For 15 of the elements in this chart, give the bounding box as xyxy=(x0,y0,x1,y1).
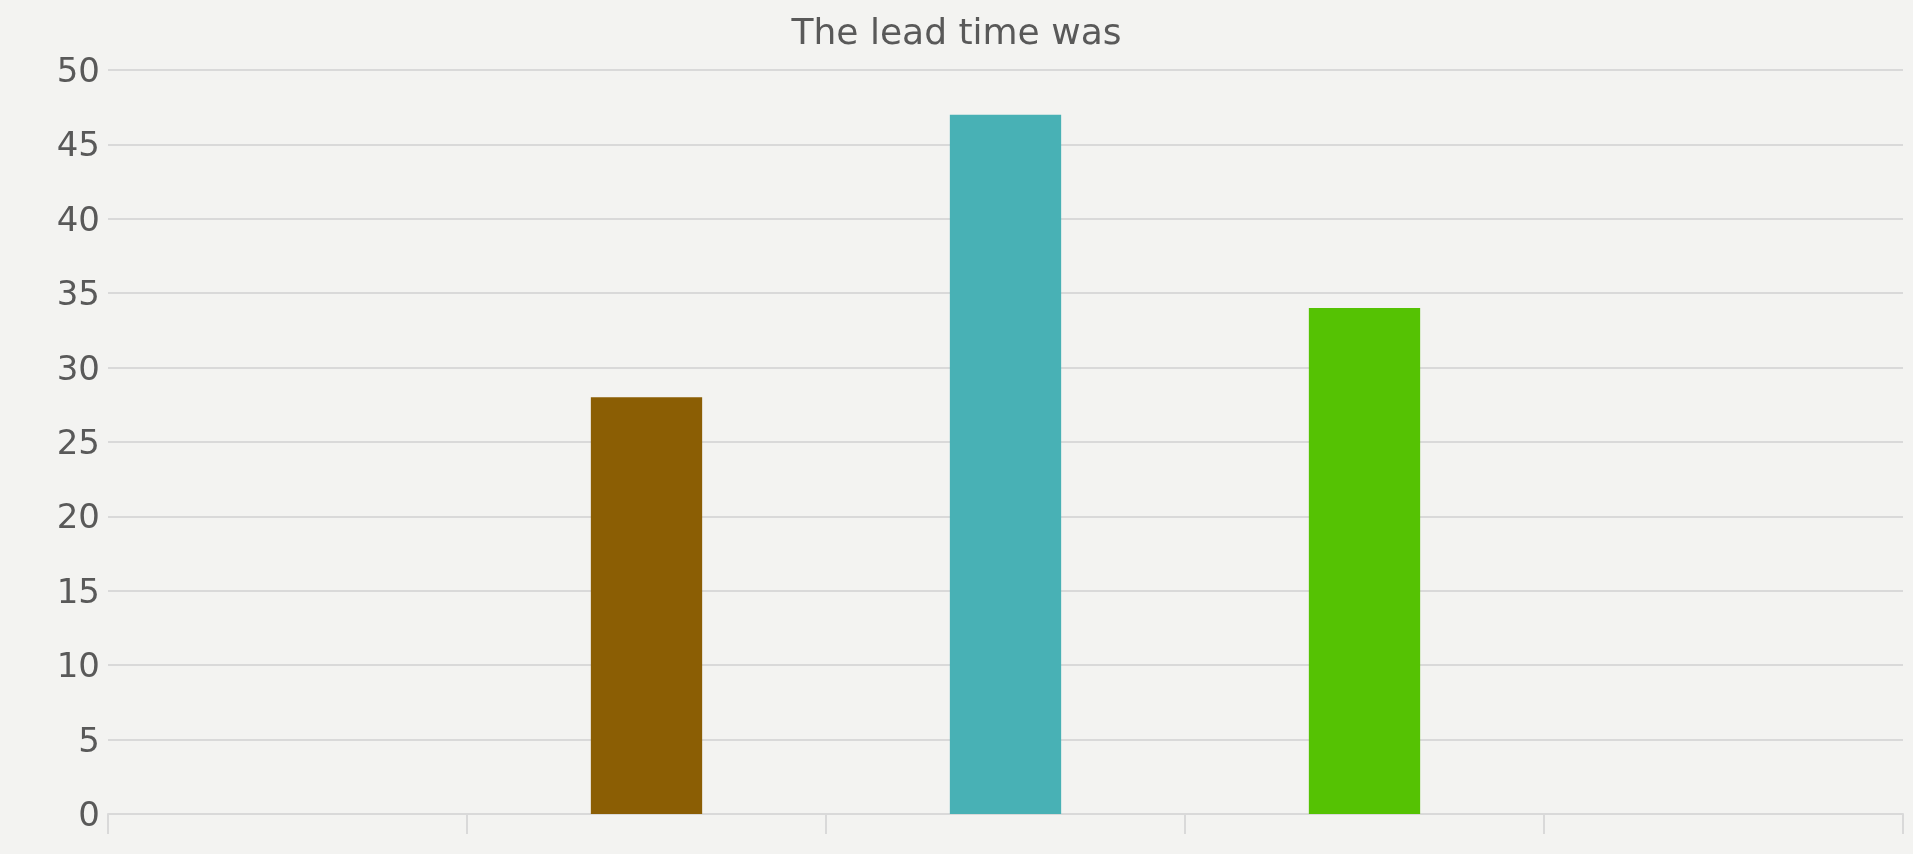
y-tick-label: 35 xyxy=(56,273,100,314)
chart-title: The lead time was xyxy=(790,10,1122,52)
y-tick-label: 20 xyxy=(56,496,100,537)
y-tick-label: 30 xyxy=(56,347,100,388)
bar xyxy=(1308,308,1421,814)
y-tick-label: 50 xyxy=(56,50,100,90)
bar xyxy=(949,114,1062,814)
y-tick-label: 15 xyxy=(56,570,100,611)
y-tick-label: 45 xyxy=(56,124,100,165)
y-tick-label: 0 xyxy=(78,794,100,834)
y-tick-label: 5 xyxy=(78,719,100,760)
y-tick-label: 10 xyxy=(56,645,100,686)
y-tick-label: 25 xyxy=(56,422,100,462)
bar xyxy=(590,397,703,814)
y-tick-label: 40 xyxy=(56,198,100,239)
